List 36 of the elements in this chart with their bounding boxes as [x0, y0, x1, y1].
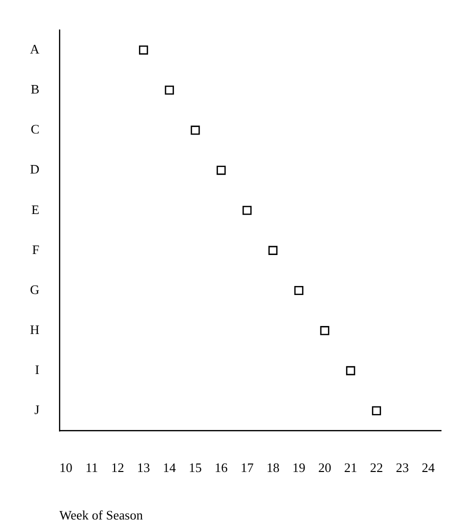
point — [138, 46, 148, 55]
x-tick-label: 12 — [111, 460, 124, 476]
x-tick-label: 13 — [137, 460, 150, 476]
point — [372, 406, 382, 416]
point — [320, 326, 330, 336]
y-tick-label: A — [30, 41, 40, 56]
y-tick-label: B — [30, 82, 40, 97]
point — [216, 166, 226, 175]
y-tick-label: F — [32, 242, 40, 257]
y-tick-label: C — [30, 122, 40, 137]
x-tick-label: 20 — [318, 460, 332, 476]
x-tick-label: 17 — [240, 460, 254, 476]
point — [294, 286, 304, 296]
point — [242, 206, 252, 215]
x-tick-label: 14 — [162, 460, 176, 476]
x-tick-label: 18 — [266, 460, 280, 476]
y-tick-label: H — [30, 322, 40, 338]
x-tick-label: 16 — [214, 460, 228, 476]
point — [190, 126, 200, 135]
point — [346, 366, 356, 376]
x-tick-label: 21 — [344, 460, 358, 476]
y-tick-label: I — [35, 362, 40, 378]
x-tick-label: 19 — [292, 460, 306, 476]
y-tick-label: D — [30, 162, 40, 177]
y-tick-label: E — [31, 202, 40, 217]
x-tick-label: 23 — [396, 460, 409, 476]
x-tick-label: 24 — [422, 460, 436, 476]
x-tick-label: 15 — [188, 460, 202, 476]
x-tick-label: 22 — [370, 460, 383, 476]
x-tick-label: 10 — [59, 460, 72, 476]
y-tick-label: J — [34, 402, 40, 418]
x-axis-title: Week of Season — [59, 508, 144, 523]
y-tick-label: G — [30, 282, 40, 297]
point — [164, 86, 174, 95]
point — [268, 246, 278, 255]
x-tick-label: 11 — [85, 460, 98, 476]
